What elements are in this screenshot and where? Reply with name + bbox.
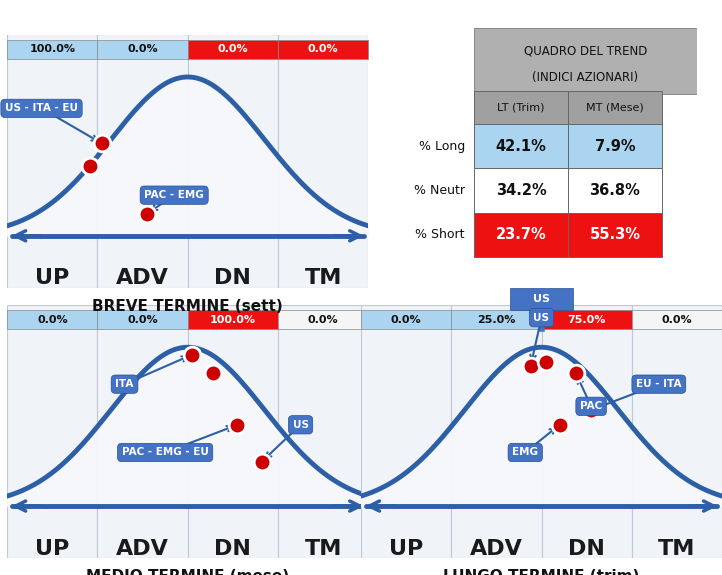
Text: 0.0%: 0.0% — [308, 44, 339, 54]
Bar — [474, 168, 568, 213]
Text: PAC: PAC — [580, 401, 602, 411]
Bar — [474, 91, 568, 124]
Text: ADV: ADV — [116, 269, 169, 288]
Bar — [7, 310, 97, 329]
Bar — [632, 305, 722, 558]
Text: 75.0%: 75.0% — [567, 315, 606, 324]
Bar — [278, 310, 368, 329]
Bar — [542, 305, 632, 558]
Text: DN: DN — [214, 269, 251, 288]
Text: 42.1%: 42.1% — [496, 139, 547, 154]
Text: TM: TM — [658, 539, 695, 558]
Text: UP: UP — [35, 539, 69, 558]
Bar — [188, 305, 278, 558]
Bar — [97, 40, 188, 59]
Bar — [510, 288, 573, 310]
Text: US: US — [533, 294, 550, 304]
Text: ADV: ADV — [116, 539, 169, 558]
Text: US - ITA - EU: US - ITA - EU — [5, 104, 78, 113]
Bar — [7, 305, 97, 558]
Text: 34.2%: 34.2% — [496, 183, 547, 198]
Bar — [278, 34, 368, 288]
Text: UP: UP — [389, 539, 423, 558]
Text: PAC - EMG - EU: PAC - EMG - EU — [122, 447, 209, 458]
Text: TM: TM — [305, 269, 342, 288]
Bar — [97, 34, 188, 288]
Bar — [632, 310, 722, 329]
Bar — [188, 310, 278, 329]
Bar — [474, 213, 568, 257]
Text: TM: TM — [305, 539, 342, 558]
Text: LT (Trim): LT (Trim) — [497, 103, 545, 113]
Bar — [97, 305, 188, 558]
Text: MT (Mese): MT (Mese) — [586, 103, 644, 113]
Text: 7.9%: 7.9% — [595, 139, 635, 154]
Bar — [568, 124, 662, 168]
Bar — [361, 305, 451, 558]
Bar — [451, 310, 542, 329]
Text: 0.0%: 0.0% — [127, 315, 158, 324]
Bar — [542, 310, 632, 329]
Bar — [568, 91, 662, 124]
Text: US: US — [292, 420, 308, 430]
Bar — [361, 310, 451, 329]
Bar — [568, 168, 662, 213]
Bar — [7, 40, 97, 59]
Bar — [188, 40, 278, 59]
Text: 36.8%: 36.8% — [589, 183, 640, 198]
Bar — [474, 124, 568, 168]
Text: 0.0%: 0.0% — [308, 315, 339, 324]
Text: 0.0%: 0.0% — [127, 44, 158, 54]
Text: ITA: ITA — [116, 379, 134, 389]
Text: UP: UP — [35, 269, 69, 288]
Bar — [474, 28, 697, 94]
Bar — [278, 40, 368, 59]
Text: PAC - EMG: PAC - EMG — [144, 190, 204, 200]
Text: ADV: ADV — [470, 539, 523, 558]
Text: 23.7%: 23.7% — [496, 227, 547, 243]
Text: 55.3%: 55.3% — [589, 227, 640, 243]
Bar — [7, 34, 97, 288]
Bar — [278, 305, 368, 558]
Text: MEDIO TERMINE (mese): MEDIO TERMINE (mese) — [86, 569, 290, 575]
Text: DN: DN — [214, 539, 251, 558]
Text: EU - ITA: EU - ITA — [636, 379, 682, 389]
Text: 25.0%: 25.0% — [477, 315, 516, 324]
Bar — [97, 310, 188, 329]
Text: % Neutr: % Neutr — [414, 184, 465, 197]
Text: LUNGO TERMINE (trim): LUNGO TERMINE (trim) — [443, 569, 640, 575]
Text: % Long: % Long — [419, 140, 465, 153]
Text: 100.0%: 100.0% — [30, 44, 75, 54]
Text: 100.0%: 100.0% — [210, 315, 256, 324]
Text: QUADRO DEL TREND: QUADRO DEL TREND — [524, 45, 647, 58]
Text: % Short: % Short — [415, 228, 465, 242]
Text: EMG: EMG — [512, 447, 539, 458]
Text: (INDICI AZIONARI): (INDICI AZIONARI) — [533, 71, 638, 84]
Text: US: US — [534, 313, 549, 323]
Text: 0.0%: 0.0% — [661, 315, 692, 324]
Text: BREVE TERMINE (sett): BREVE TERMINE (sett) — [92, 299, 283, 314]
Text: 0.0%: 0.0% — [37, 315, 68, 324]
Text: DN: DN — [568, 539, 605, 558]
Bar — [451, 305, 542, 558]
Text: 0.0%: 0.0% — [217, 44, 248, 54]
Text: 0.0%: 0.0% — [391, 315, 422, 324]
Bar — [568, 213, 662, 257]
Bar — [188, 34, 278, 288]
